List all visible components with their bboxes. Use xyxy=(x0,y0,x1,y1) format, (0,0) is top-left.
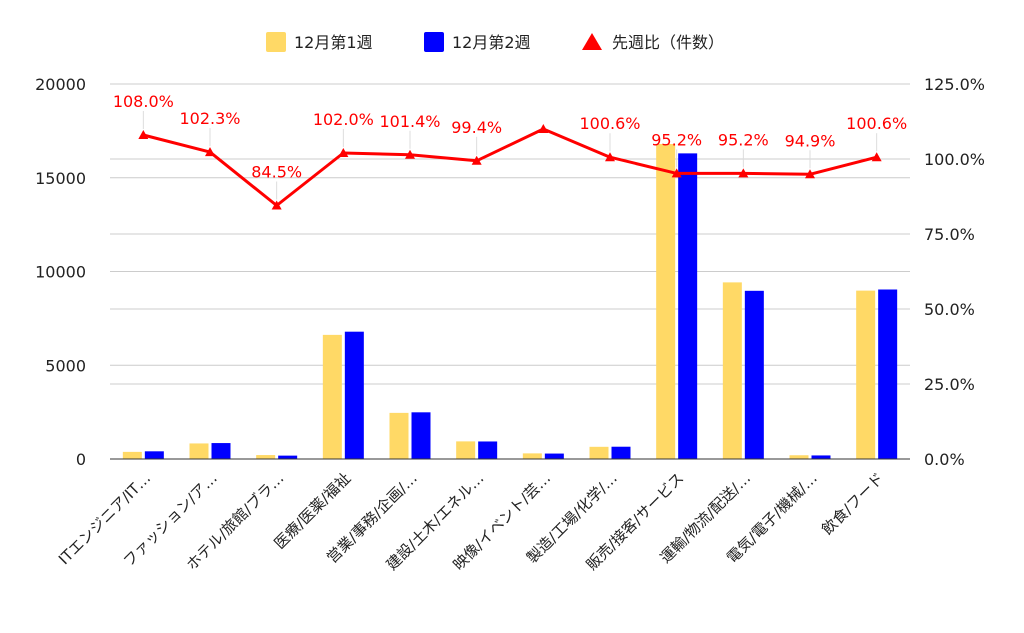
y-left-tick-label: 20000 xyxy=(35,75,86,94)
bar-week2 xyxy=(678,153,698,459)
y-right-tick-label: 75.0% xyxy=(924,225,975,244)
legend-label-week2: 12月第2週 xyxy=(452,33,531,52)
ratio-point xyxy=(205,147,215,157)
legend-label-week1: 12月第1週 xyxy=(294,33,373,52)
bar-week1 xyxy=(789,455,809,459)
y-right-tick-label: 100.0% xyxy=(924,150,985,169)
ratio-data-label: 94.9% xyxy=(785,131,836,150)
ratio-point xyxy=(271,200,282,210)
ratio-point xyxy=(671,168,682,178)
ratio-data-label: 95.2% xyxy=(651,130,702,149)
y-right-tick-label: 50.0% xyxy=(924,300,975,319)
ratio-data-label: 99.4% xyxy=(451,118,502,137)
ratio-data-label: 108.0% xyxy=(113,92,174,111)
ratio-data-label: 84.5% xyxy=(251,163,302,182)
ratio-data-label: 95.2% xyxy=(718,130,769,149)
bar-week1 xyxy=(656,144,676,459)
legend-triangle-icon xyxy=(582,33,602,50)
bar-week1 xyxy=(722,282,742,459)
ratio-data-label: 101.4% xyxy=(379,112,440,131)
bar-week2 xyxy=(744,290,764,459)
bar-week1 xyxy=(256,455,276,459)
ratio-point xyxy=(805,169,815,179)
y-right-tick-label: 125.0% xyxy=(924,75,985,94)
legend: 12月第1週 12月第2週 先週比（件数） xyxy=(266,32,724,52)
bar-week1 xyxy=(522,453,542,459)
bar-week2 xyxy=(878,289,898,459)
bar-week1 xyxy=(456,441,476,459)
legend-swatch-week1 xyxy=(266,32,286,52)
bar-week1 xyxy=(122,451,142,459)
ratio-point xyxy=(338,148,349,157)
bar-week1 xyxy=(389,412,409,459)
bar-week2 xyxy=(611,446,631,459)
ratio-point xyxy=(471,155,482,165)
y-left-tick-label: 15000 xyxy=(35,169,86,188)
ratio-point xyxy=(871,152,882,162)
legend-swatch-week2 xyxy=(424,32,444,52)
y-left-tick-label: 5000 xyxy=(45,356,86,375)
bar-week2 xyxy=(478,441,498,459)
ratio-line-series: 108.0% 102.3% 84.5% 102.0% 101.4% 99.4% 100.6%… xyxy=(113,92,907,210)
bar-week1 xyxy=(589,446,609,459)
ratio-point xyxy=(538,124,549,133)
y-right-tick-label: 25.0% xyxy=(924,375,975,394)
bar-week1 xyxy=(856,290,876,459)
y-left-tick-label: 10000 xyxy=(35,263,86,282)
ratio-point xyxy=(605,152,615,162)
bar-week2 xyxy=(811,455,831,459)
bar-week2 xyxy=(411,412,431,459)
bar-week2 xyxy=(211,443,231,459)
bar-week1 xyxy=(322,334,342,459)
bar-week2 xyxy=(544,453,564,459)
ratio-data-label: 102.3% xyxy=(179,109,240,128)
ratio-line xyxy=(142,127,878,207)
ratio-data-label: 100.6% xyxy=(579,114,640,133)
ratio-point xyxy=(405,149,415,159)
axes: 0 5000 10000 15000 20000 0.0% 25.0% 50.0% 75.0% 1… xyxy=(35,75,985,574)
bar-week2 xyxy=(144,451,164,459)
y-left-tick-label: 0 xyxy=(76,450,86,469)
ratio-point xyxy=(738,168,749,178)
x-tick-label: 飲食/フード xyxy=(818,469,887,538)
legend-label-ratio: 先週比（件数） xyxy=(612,33,724,52)
bar-week1 xyxy=(189,443,209,459)
bar-week2 xyxy=(344,331,364,459)
ratio-point xyxy=(138,130,149,139)
bar-week2 xyxy=(278,455,298,459)
bar-series xyxy=(122,144,898,459)
y-right-tick-label: 0.0% xyxy=(924,450,965,469)
ratio-data-label: 102.0% xyxy=(313,110,374,129)
ratio-data-label: 100.6% xyxy=(846,114,907,133)
